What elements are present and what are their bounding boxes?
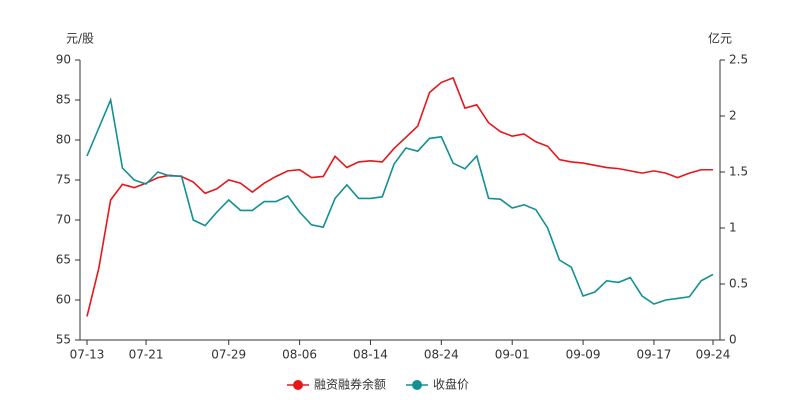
y-tick-label: 80 <box>56 133 71 147</box>
y-tick-label: 65 <box>56 253 71 267</box>
y-tick-label: 90 <box>56 53 71 67</box>
y2-tick-label: 2 <box>729 109 737 123</box>
y-tick-label: 75 <box>56 173 71 187</box>
x-tick-label: 07-21 <box>129 348 164 362</box>
y-axis-unit: 元/股 <box>66 32 94 46</box>
y-tick-label: 70 <box>56 213 71 227</box>
x-tick-label: 07-29 <box>211 348 246 362</box>
series-line <box>86 97 714 305</box>
x-tick-label: 09-01 <box>495 348 530 362</box>
legend-marker <box>293 380 303 390</box>
x-tick-label: 09-24 <box>696 348 731 362</box>
legend-marker <box>412 380 423 390</box>
x-tick-label: 09-17 <box>637 348 672 362</box>
y-tick-label: 60 <box>56 293 71 307</box>
x-tick-label: 08-06 <box>282 348 317 362</box>
series-line <box>86 76 713 317</box>
x-tick-label: 09-09 <box>566 348 601 362</box>
y-tick-label: 85 <box>56 93 71 107</box>
y2-tick-label: 0 <box>729 333 737 347</box>
y-tick-label: 55 <box>56 333 71 347</box>
x-tick-label: 08-24 <box>424 348 459 362</box>
y2-tick-label: 1 <box>729 221 737 235</box>
x-tick-label: 07-13 <box>70 348 105 362</box>
y2-tick-label: 0.5 <box>729 277 748 291</box>
y2-tick-label: 1.5 <box>729 165 748 179</box>
x-tick-label: 08-14 <box>353 348 388 362</box>
legend-label: 收盘价 <box>433 377 469 392</box>
legend-label: 融资融券余额 <box>314 377 386 392</box>
y2-tick-label: 2.5 <box>729 53 748 67</box>
y2-axis-unit: 亿元 <box>708 31 732 46</box>
